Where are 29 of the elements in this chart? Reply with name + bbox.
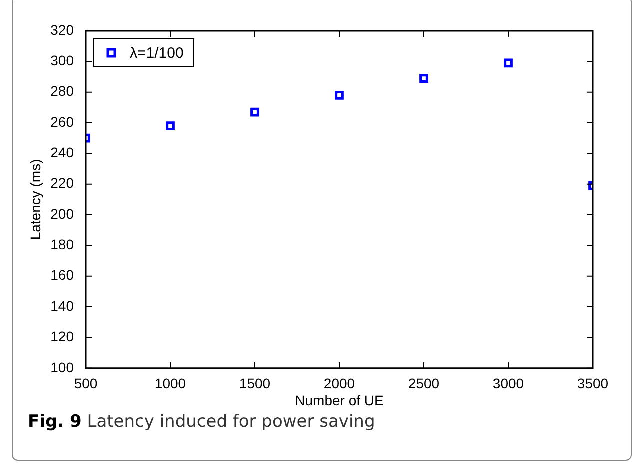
y-tick-label: 260	[50, 114, 74, 130]
y-tick-label: 180	[50, 236, 74, 253]
x-tick-label: 2500	[408, 376, 440, 392]
point	[335, 90, 344, 100]
y-tick-label: 160	[50, 267, 74, 284]
x-tick-label: 3500	[577, 376, 609, 392]
x-tick-label: 500	[74, 376, 98, 392]
point	[166, 122, 175, 131]
caption: Fig. 9	[28, 412, 82, 432]
y-tick-label: 120	[50, 328, 74, 345]
x-tick-label: 1000	[154, 376, 186, 392]
x-tick-label: 1500	[239, 376, 271, 392]
text: Latency induced for power saving	[86, 412, 376, 432]
point	[420, 74, 428, 83]
point	[504, 58, 513, 68]
legend-label: λ=1/100	[130, 45, 184, 62]
y-tick-label: 320	[50, 22, 74, 38]
y-tick-label: 280	[50, 83, 74, 100]
y-tick-label: 220	[50, 175, 74, 192]
point	[250, 108, 260, 117]
y-tick-label: 300	[50, 52, 74, 69]
y-tick-label: 140	[50, 298, 74, 314]
y-axis-title: Latency (ms)	[27, 159, 44, 240]
x-tick-label: 2000	[324, 376, 356, 392]
y-tick-label: 240	[50, 144, 74, 161]
y-tick-label: 100	[50, 359, 74, 376]
y-tick-label: 200	[50, 206, 74, 222]
x-tick-label: 3000	[492, 376, 524, 392]
x-axis-title: Number of UE	[295, 392, 384, 408]
